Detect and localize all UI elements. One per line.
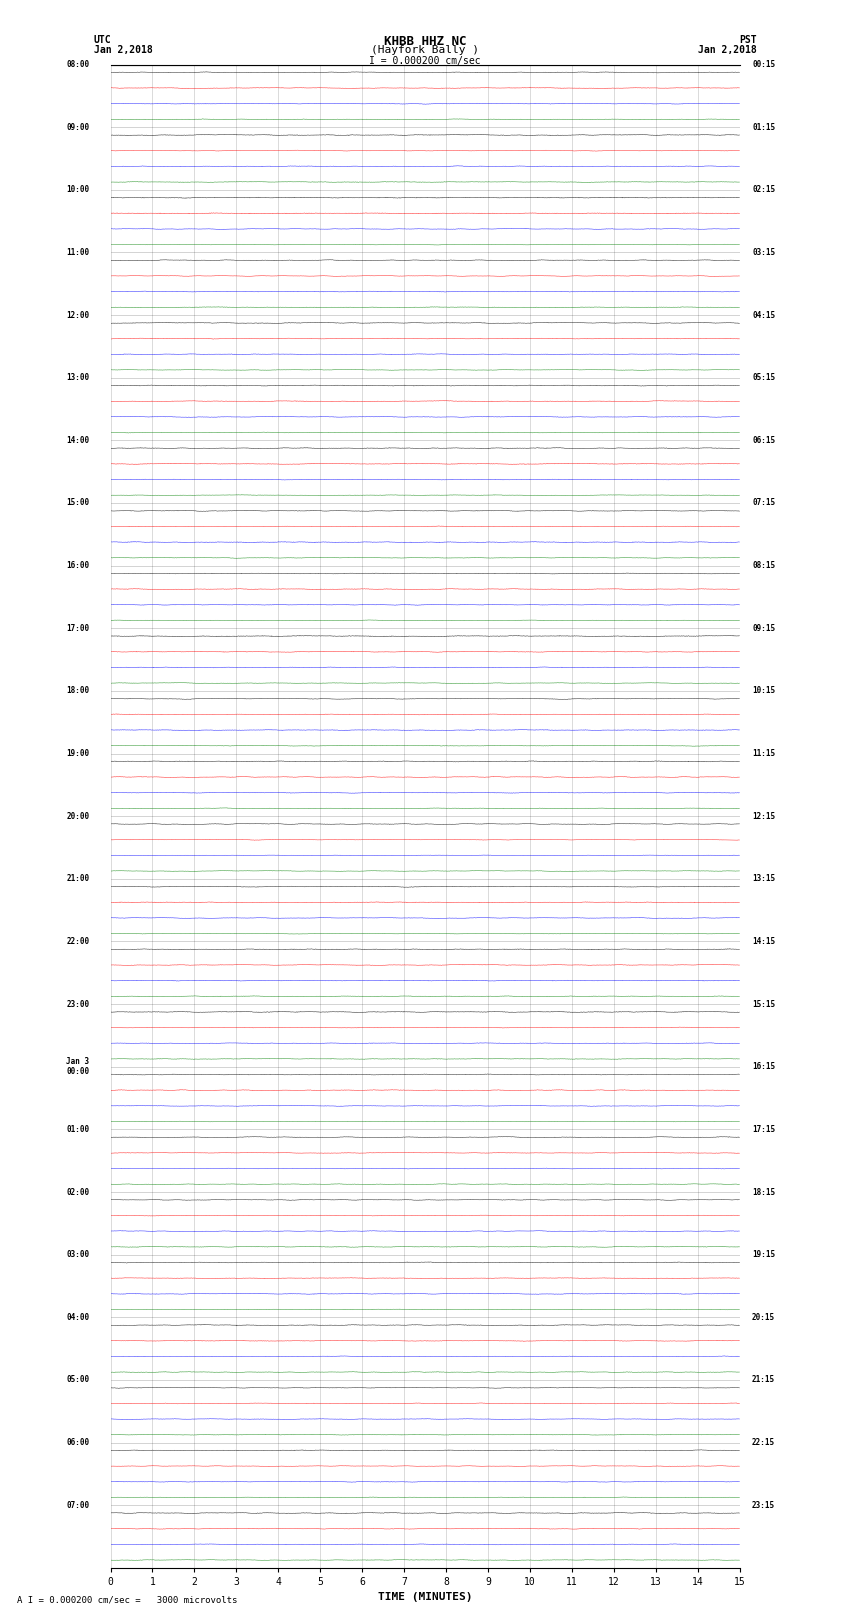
- Text: 04:00: 04:00: [66, 1313, 89, 1321]
- Text: 12:00: 12:00: [66, 311, 89, 319]
- Text: 08:00: 08:00: [66, 60, 89, 69]
- Text: 06:15: 06:15: [752, 436, 775, 445]
- Text: 01:15: 01:15: [752, 123, 775, 132]
- Text: 20:15: 20:15: [752, 1313, 775, 1321]
- Text: I = 0.000200 cm/sec: I = 0.000200 cm/sec: [369, 56, 481, 66]
- Text: UTC: UTC: [94, 35, 111, 45]
- Text: 07:00: 07:00: [66, 1500, 89, 1510]
- Text: 22:15: 22:15: [752, 1439, 775, 1447]
- Text: 05:15: 05:15: [752, 373, 775, 382]
- Text: A I = 0.000200 cm/sec =   3000 microvolts: A I = 0.000200 cm/sec = 3000 microvolts: [17, 1595, 237, 1605]
- Text: 21:15: 21:15: [752, 1376, 775, 1384]
- Text: 09:15: 09:15: [752, 624, 775, 632]
- Text: 20:00: 20:00: [66, 811, 89, 821]
- Text: Jan 3
00:00: Jan 3 00:00: [66, 1057, 89, 1076]
- Text: 19:15: 19:15: [752, 1250, 775, 1260]
- Text: 18:15: 18:15: [752, 1187, 775, 1197]
- Text: 08:15: 08:15: [752, 561, 775, 569]
- Text: 03:00: 03:00: [66, 1250, 89, 1260]
- Text: 01:00: 01:00: [66, 1124, 89, 1134]
- Text: 09:00: 09:00: [66, 123, 89, 132]
- Text: 17:15: 17:15: [752, 1124, 775, 1134]
- Text: 19:00: 19:00: [66, 748, 89, 758]
- Text: 14:15: 14:15: [752, 937, 775, 945]
- Text: KHBB HHZ NC: KHBB HHZ NC: [383, 35, 467, 48]
- Text: 23:15: 23:15: [752, 1500, 775, 1510]
- Text: 10:00: 10:00: [66, 185, 89, 194]
- Text: 14:00: 14:00: [66, 436, 89, 445]
- Text: 04:15: 04:15: [752, 311, 775, 319]
- Text: 05:00: 05:00: [66, 1376, 89, 1384]
- Text: 13:15: 13:15: [752, 874, 775, 884]
- Text: 23:00: 23:00: [66, 1000, 89, 1008]
- Text: 10:15: 10:15: [752, 687, 775, 695]
- Text: 02:00: 02:00: [66, 1187, 89, 1197]
- Text: 12:15: 12:15: [752, 811, 775, 821]
- Text: 15:00: 15:00: [66, 498, 89, 508]
- Text: 07:15: 07:15: [752, 498, 775, 508]
- Text: Jan 2,2018: Jan 2,2018: [94, 45, 152, 55]
- Text: 11:00: 11:00: [66, 248, 89, 256]
- Text: 17:00: 17:00: [66, 624, 89, 632]
- X-axis label: TIME (MINUTES): TIME (MINUTES): [377, 1592, 473, 1602]
- Text: 13:00: 13:00: [66, 373, 89, 382]
- Text: 22:00: 22:00: [66, 937, 89, 945]
- Text: 16:00: 16:00: [66, 561, 89, 569]
- Text: 00:15: 00:15: [752, 60, 775, 69]
- Text: 06:00: 06:00: [66, 1439, 89, 1447]
- Text: Jan 2,2018: Jan 2,2018: [698, 45, 756, 55]
- Text: 21:00: 21:00: [66, 874, 89, 884]
- Text: 11:15: 11:15: [752, 748, 775, 758]
- Text: 16:15: 16:15: [752, 1063, 775, 1071]
- Text: (Hayfork Bally ): (Hayfork Bally ): [371, 45, 479, 55]
- Text: 15:15: 15:15: [752, 1000, 775, 1008]
- Text: PST: PST: [739, 35, 756, 45]
- Text: 03:15: 03:15: [752, 248, 775, 256]
- Text: 02:15: 02:15: [752, 185, 775, 194]
- Text: 18:00: 18:00: [66, 687, 89, 695]
